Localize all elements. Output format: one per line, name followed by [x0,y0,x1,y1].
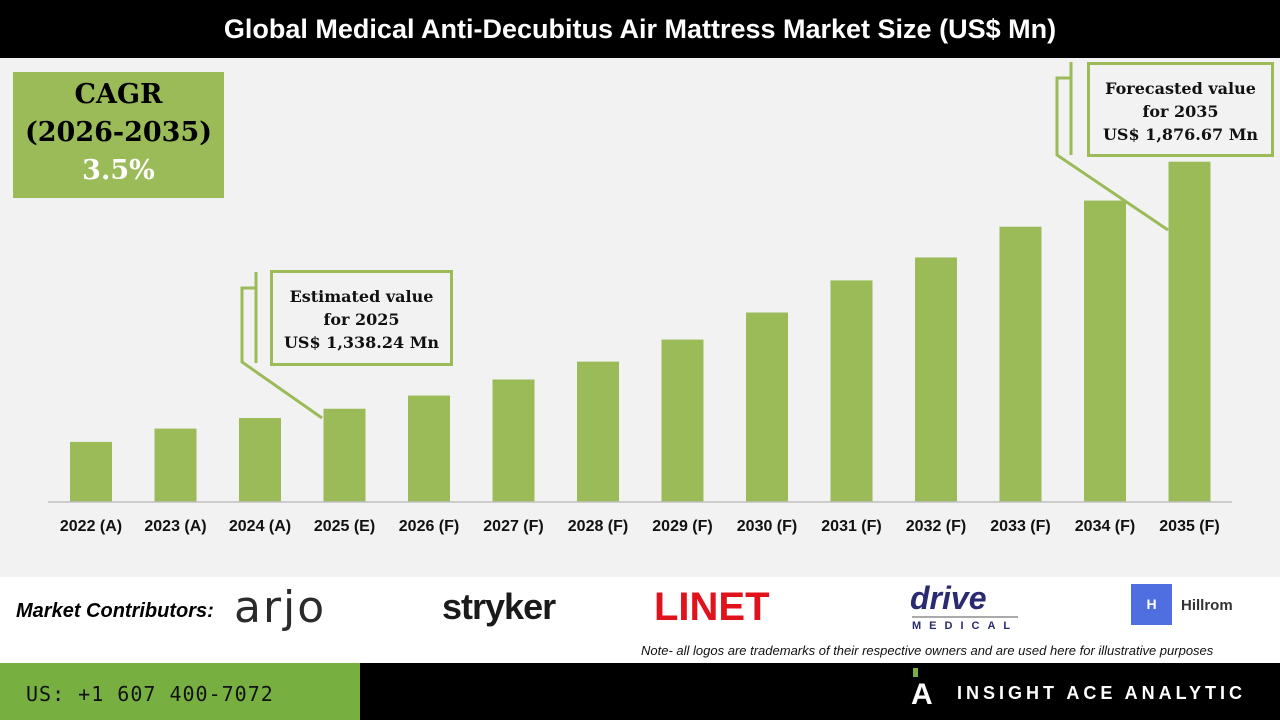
bar-2029 (F) [661,339,704,502]
bar-2028 (F) [577,361,619,502]
cagr-period: (2026-2035) [24,117,213,148]
bar-chart: 2022 (A) 2023 (A) 2024 (A) 2025 (E) 2026 (F)… [48,62,1232,535]
bar-2034 (F) [1084,200,1126,502]
callout-value: US$ 1,876.67 Mn [1102,125,1259,144]
drive-medical-logo: MEDICAL [912,616,1019,632]
x-tick-label: 2024 (A) [229,518,291,535]
callout-text: Forecasted value [1105,79,1256,98]
bar-2032 (F) [915,257,957,502]
x-tick-label: 2030 (F) [737,518,797,535]
brand-logo-icon [913,668,918,677]
x-tick-label: 2026 (F) [399,518,459,535]
bar-2033 (F) [999,226,1042,503]
x-tick-label: 2031 (F) [821,518,881,535]
x-tick-label: 2035 (F) [1159,518,1219,535]
x-tick-label: 2028 (F) [568,518,628,535]
callout-leader-2025 [240,286,323,420]
arjo-logo: arjo [234,582,327,633]
bar-2030 (F) [746,312,788,502]
bar-2024 (A) [239,418,281,502]
cagr-value: 3.5% [82,155,155,186]
stryker-logo: stryker [442,586,556,627]
hillrom-icon: H [1131,584,1172,625]
drive-logo: drive [910,580,987,616]
bar-2023 (A) [154,428,197,502]
chart-area: 2022 (A) 2023 (A) 2024 (A) 2025 (E) 2026 (F)… [0,58,1280,577]
x-tick-label: 2027 (F) [483,518,543,535]
linet-logo: LINET [654,585,770,629]
hillrom-logo: Hillrom [1181,597,1233,614]
bar-2035 (F) [1168,161,1211,502]
x-tick-label: 2032 (F) [906,518,966,535]
cagr-box: CAGR (2026-2035) 3.5% [13,72,224,198]
callout-value: US$ 1,338.24 Mn [283,333,440,352]
forecast-value-callout: Forecasted value for 2035 US$ 1,876.67 M… [1087,62,1274,157]
footer-bar [360,663,1280,720]
callout-text: for 2025 [323,310,400,329]
bar-2031 (F) [830,280,873,502]
x-tick-label: 2034 (F) [1075,518,1135,535]
trademark-note: Note- all logos are trademarks of their … [641,643,1214,658]
x-tick-label: 2023 (A) [144,518,206,535]
x-tick-label: 2029 (F) [652,518,712,535]
bar-2027 (F) [492,379,535,502]
brand-logo-icon: A [911,678,933,711]
contributors-label: Market Contributors: [16,600,214,622]
bar-2022 (A) [70,441,112,502]
chart-title: Global Medical Anti-Decubitus Air Mattre… [0,0,1280,58]
brand-name: INSIGHT ACE ANALYTIC [956,683,1246,703]
x-tick-label: 2022 (A) [60,518,122,535]
x-tick-label: 2025 (E) [314,518,375,535]
estimated-value-callout: Estimated value for 2025 US$ 1,338.24 Mn [270,270,453,366]
phone-number: US: +1 607 400-7072 [0,663,360,720]
cagr-label: CAGR [74,79,163,110]
callout-leader-2035 [1055,76,1169,232]
callout-text: for 2035 [1142,102,1219,121]
bar-2026 (F) [408,395,450,502]
bar-2025 (E) [323,408,366,502]
x-tick-label: 2033 (F) [990,518,1050,535]
callout-text: Estimated value [289,287,434,306]
